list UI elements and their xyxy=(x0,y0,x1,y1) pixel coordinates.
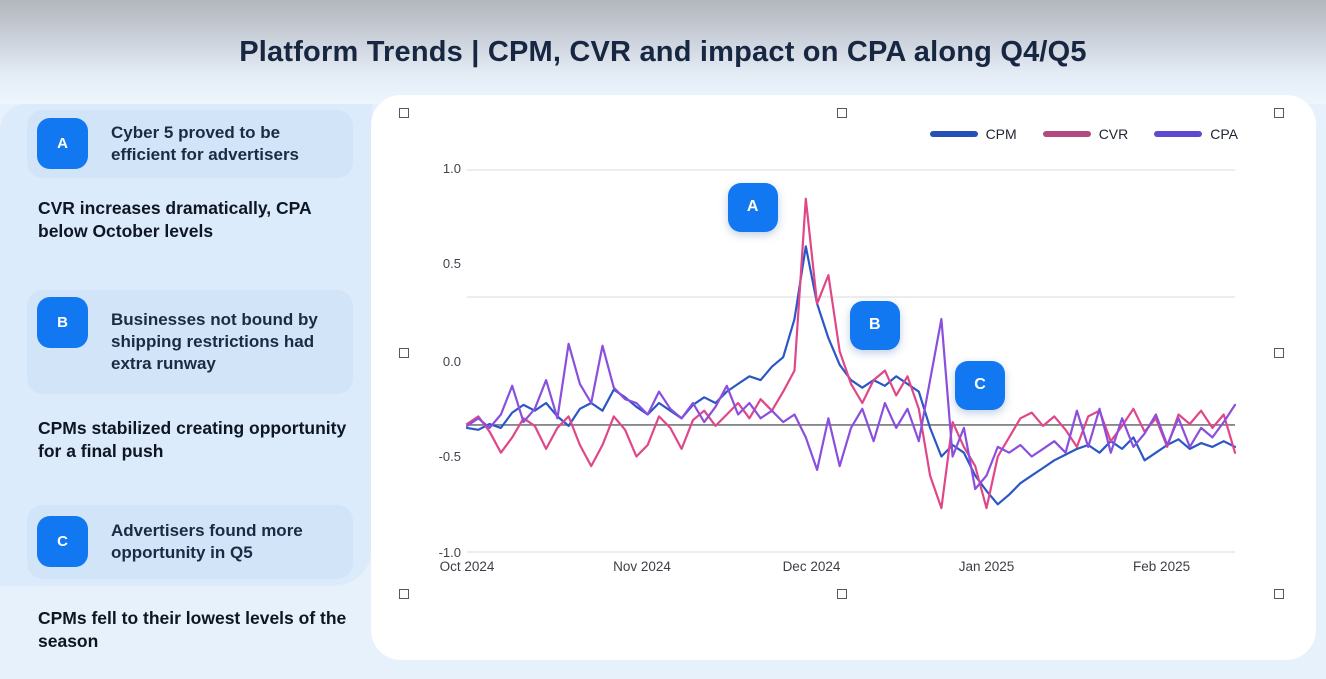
selection-handle-mid-right[interactable] xyxy=(1274,348,1284,358)
callout-note-a: CVR increases dramatically, CPA below Oc… xyxy=(38,198,311,241)
x-axis-tick-feb-2025: Feb 2025 xyxy=(1133,559,1191,574)
selection-handle-top-left[interactable] xyxy=(399,108,409,118)
callout-note-b: CPMs stabilized creating opportunity for… xyxy=(38,418,347,461)
cpa-legend-swatch-icon xyxy=(1154,131,1203,137)
x-axis-tick-nov-2024: Nov 2024 xyxy=(613,559,671,574)
y-axis-tick-0: 0.0 xyxy=(442,354,461,369)
header-gradient-band xyxy=(0,0,1326,104)
selection-handle-bottom-left[interactable] xyxy=(399,589,409,599)
selection-handle-bottom-center[interactable] xyxy=(837,589,847,599)
selection-handle-top-right[interactable] xyxy=(1274,108,1284,118)
chart-annotation-badge-c[interactable]: C xyxy=(955,360,1006,410)
callout-badge-a: A xyxy=(37,118,88,169)
callout-title-c: Advertisers found more opportunity in Q5 xyxy=(111,521,303,562)
selection-handle-top-center[interactable] xyxy=(837,108,847,118)
selection-handle-bottom-right[interactable] xyxy=(1274,589,1284,599)
y-axis-tick-05: 0.5 xyxy=(442,256,461,271)
chart-object[interactable]: CPM CVR CPA 1.0 0.5 0.0 -0.5 -1.0 Oct 20… xyxy=(371,95,1316,660)
callout-card-c[interactable]: C Advertisers found more opportunity in … xyxy=(27,505,353,579)
callout-note-c: CPMs fell to their lowest levels of the … xyxy=(38,608,347,651)
callout-card-b[interactable]: B Businesses not bound by shipping restr… xyxy=(27,290,353,394)
x-axis-tick-oct-2024: Oct 2024 xyxy=(439,559,495,574)
x-axis-tick-dec-2024: Dec 2024 xyxy=(782,559,841,574)
chart-annotation-badge-a[interactable]: A xyxy=(727,182,778,232)
legend-label-cpa: CPA xyxy=(1210,126,1238,142)
line-chart-canvas xyxy=(465,169,1237,553)
legend-label-cpm: CPM xyxy=(985,126,1017,142)
callout-title-a: Cyber 5 proved to be efficient for adver… xyxy=(111,123,300,164)
cvr-legend-swatch-icon xyxy=(1042,131,1091,137)
x-axis-tick-jan-2025: Jan 2025 xyxy=(958,559,1015,574)
page-title: Platform Trends | CPM, CVR and impact on… xyxy=(239,36,1087,68)
cpm-legend-swatch-icon xyxy=(929,131,978,137)
legend-item-cpa: CPA xyxy=(1154,126,1238,142)
y-axis-tick-neg05: -0.5 xyxy=(438,449,461,464)
legend-item-cpm: CPM xyxy=(929,126,1017,142)
callout-card-a[interactable]: A Cyber 5 proved to be efficient for adv… xyxy=(27,110,353,178)
chart-legend: CPM CVR CPA xyxy=(929,126,1238,142)
callout-badge-c: C xyxy=(37,516,88,567)
selection-handle-mid-left[interactable] xyxy=(399,348,409,358)
y-axis-tick-1: 1.0 xyxy=(442,161,461,176)
callout-title-b: Businesses not bound by shipping restric… xyxy=(111,310,318,373)
legend-label-cvr: CVR xyxy=(1098,126,1129,142)
legend-item-cvr: CVR xyxy=(1042,126,1129,142)
chart-annotation-badge-b[interactable]: B xyxy=(849,300,900,350)
y-axis-tick-neg1: -1.0 xyxy=(438,545,461,560)
callout-badge-b: B xyxy=(37,297,88,348)
